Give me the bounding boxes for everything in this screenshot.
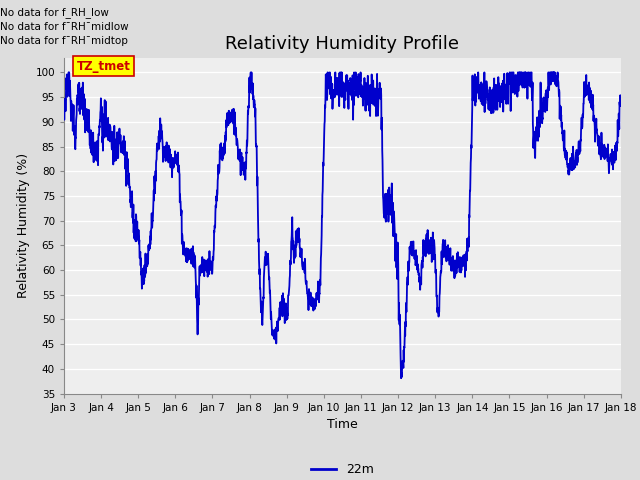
Text: TZ_tmet: TZ_tmet <box>77 60 131 73</box>
Title: Relativity Humidity Profile: Relativity Humidity Profile <box>225 35 460 53</box>
Text: No data for f_RH_low: No data for f_RH_low <box>0 7 109 18</box>
Text: No data for f¯RH¯midtop: No data for f¯RH¯midtop <box>0 36 128 46</box>
Y-axis label: Relativity Humidity (%): Relativity Humidity (%) <box>17 153 30 298</box>
Text: No data for f¯RH¯midlow: No data for f¯RH¯midlow <box>0 22 129 32</box>
Legend: 22m: 22m <box>306 458 379 480</box>
X-axis label: Time: Time <box>327 418 358 431</box>
